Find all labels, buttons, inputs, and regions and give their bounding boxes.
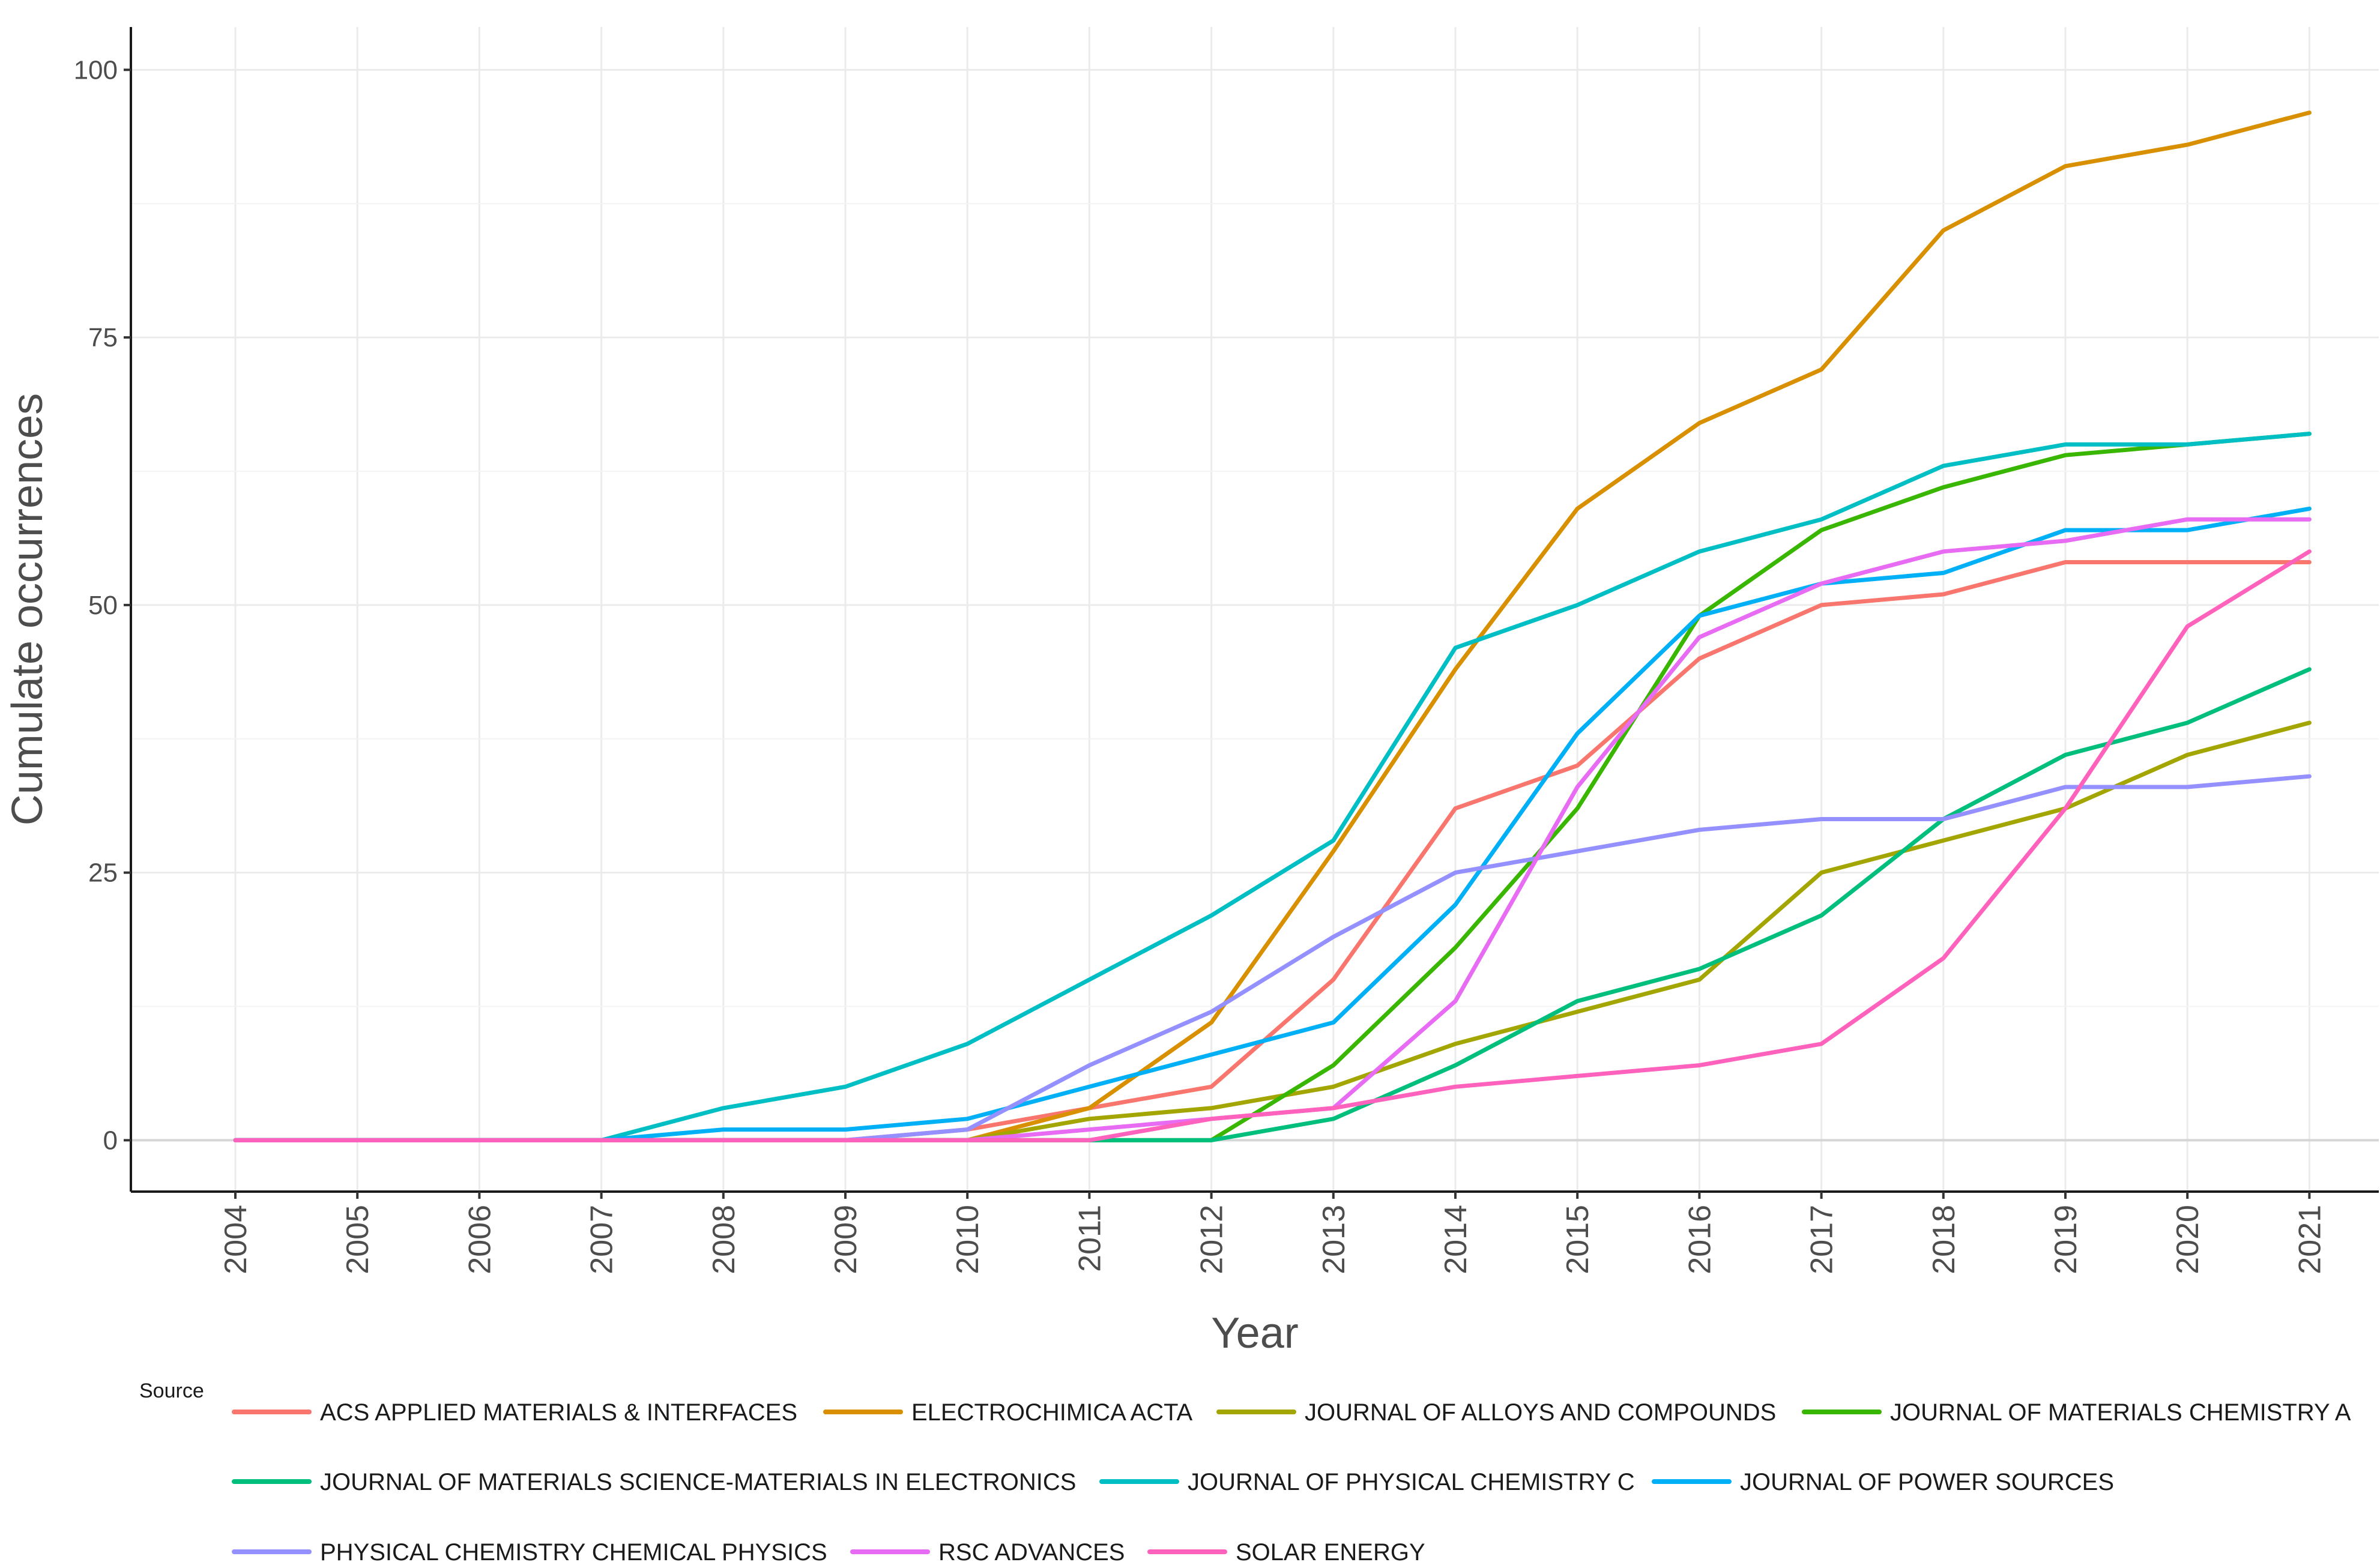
- x-tick-label: 2006: [462, 1205, 497, 1274]
- x-tick-label: 2021: [2292, 1205, 2327, 1274]
- y-tick-label: 25: [88, 858, 118, 888]
- legend-item-5: JOURNAL OF MATERIALS SCIENCE-MATERIALS I…: [232, 1469, 1076, 1495]
- legend-item-2: ELECTROCHIMICA ACTA: [823, 1399, 1193, 1426]
- y-tick-label: 50: [88, 591, 118, 620]
- x-axis-ticks: 2004 2005 2006 2007 2008 2009 2010 2011 2012 2013…: [219, 1192, 2327, 1274]
- series-lines: [233, 110, 2312, 1142]
- y-tick-label: 0: [103, 1126, 118, 1155]
- y-tick-label: 100: [74, 55, 118, 85]
- x-tick-label: 2013: [1317, 1205, 1352, 1274]
- x-tick-label: 2015: [1560, 1205, 1595, 1274]
- x-tick-label: 2009: [829, 1205, 863, 1274]
- legend-title: Source: [139, 1380, 204, 1402]
- y-axis-ticks: 0 25 50 75 100: [74, 55, 131, 1155]
- legend-label: JOURNAL OF MATERIALS SCIENCE-MATERIALS I…: [320, 1469, 1076, 1495]
- legend-item-3: JOURNAL OF ALLOYS AND COMPOUNDS: [1216, 1399, 1776, 1426]
- legend-item-8: PHYSICAL CHEMISTRY CHEMICAL PHYSICS: [232, 1539, 827, 1566]
- x-tick-label: 2014: [1439, 1205, 1473, 1274]
- x-tick-label: 2018: [1927, 1205, 1962, 1274]
- axes: [130, 27, 2379, 1193]
- series-line-10: [233, 549, 2312, 1142]
- legend-label: JOURNAL OF POWER SOURCES: [1740, 1469, 2114, 1495]
- legend-label: JOURNAL OF ALLOYS AND COMPOUNDS: [1305, 1399, 1776, 1426]
- x-tick-label: 2011: [1072, 1205, 1107, 1272]
- y-tick-label: 75: [88, 323, 118, 352]
- x-tick-label: 2004: [219, 1205, 253, 1274]
- legend-label: SOLAR ENERGY: [1236, 1539, 1425, 1566]
- x-tick-label: 2017: [1805, 1205, 1840, 1274]
- legend-label: JOURNAL OF MATERIALS CHEMISTRY A: [1890, 1399, 2351, 1426]
- legend-item-10: SOLAR ENERGY: [1147, 1539, 1425, 1566]
- legend-item-4: JOURNAL OF MATERIALS CHEMISTRY A: [1802, 1399, 2351, 1426]
- x-tick-label: 2007: [585, 1205, 620, 1274]
- legend-label: JOURNAL OF PHYSICAL CHEMISTRY C: [1188, 1469, 1635, 1495]
- legend-item-1: ACS APPLIED MATERIALS & INTERFACES: [232, 1399, 797, 1426]
- x-tick-label: 2005: [340, 1205, 375, 1274]
- x-tick-label: 2020: [2170, 1205, 2205, 1274]
- x-axis-title: Year: [1211, 1309, 1298, 1357]
- x-tick-label: 2019: [2049, 1205, 2083, 1274]
- legend: Source ACS APPLIED MATERIALS & INTERFACE…: [139, 1380, 2351, 1566]
- legend-item-9: RSC ADVANCES: [850, 1539, 1125, 1566]
- legend-label: PHYSICAL CHEMISTRY CHEMICAL PHYSICS: [320, 1539, 827, 1566]
- x-tick-label: 2010: [950, 1205, 985, 1274]
- x-tick-label: 2016: [1682, 1205, 1717, 1274]
- legend-label: ELECTROCHIMICA ACTA: [911, 1399, 1193, 1426]
- legend-item-7: JOURNAL OF POWER SOURCES: [1652, 1469, 2114, 1495]
- legend-items: ACS APPLIED MATERIALS & INTERFACES ELECTR…: [232, 1399, 2351, 1566]
- y-axis-title: Cumulate occurrences: [4, 393, 52, 825]
- x-tick-label: 2012: [1195, 1205, 1230, 1274]
- x-tick-label: 2008: [707, 1205, 741, 1274]
- legend-item-6: JOURNAL OF PHYSICAL CHEMISTRY C: [1099, 1469, 1635, 1495]
- legend-label: RSC ADVANCES: [938, 1539, 1125, 1566]
- legend-label: ACS APPLIED MATERIALS & INTERFACES: [320, 1399, 797, 1426]
